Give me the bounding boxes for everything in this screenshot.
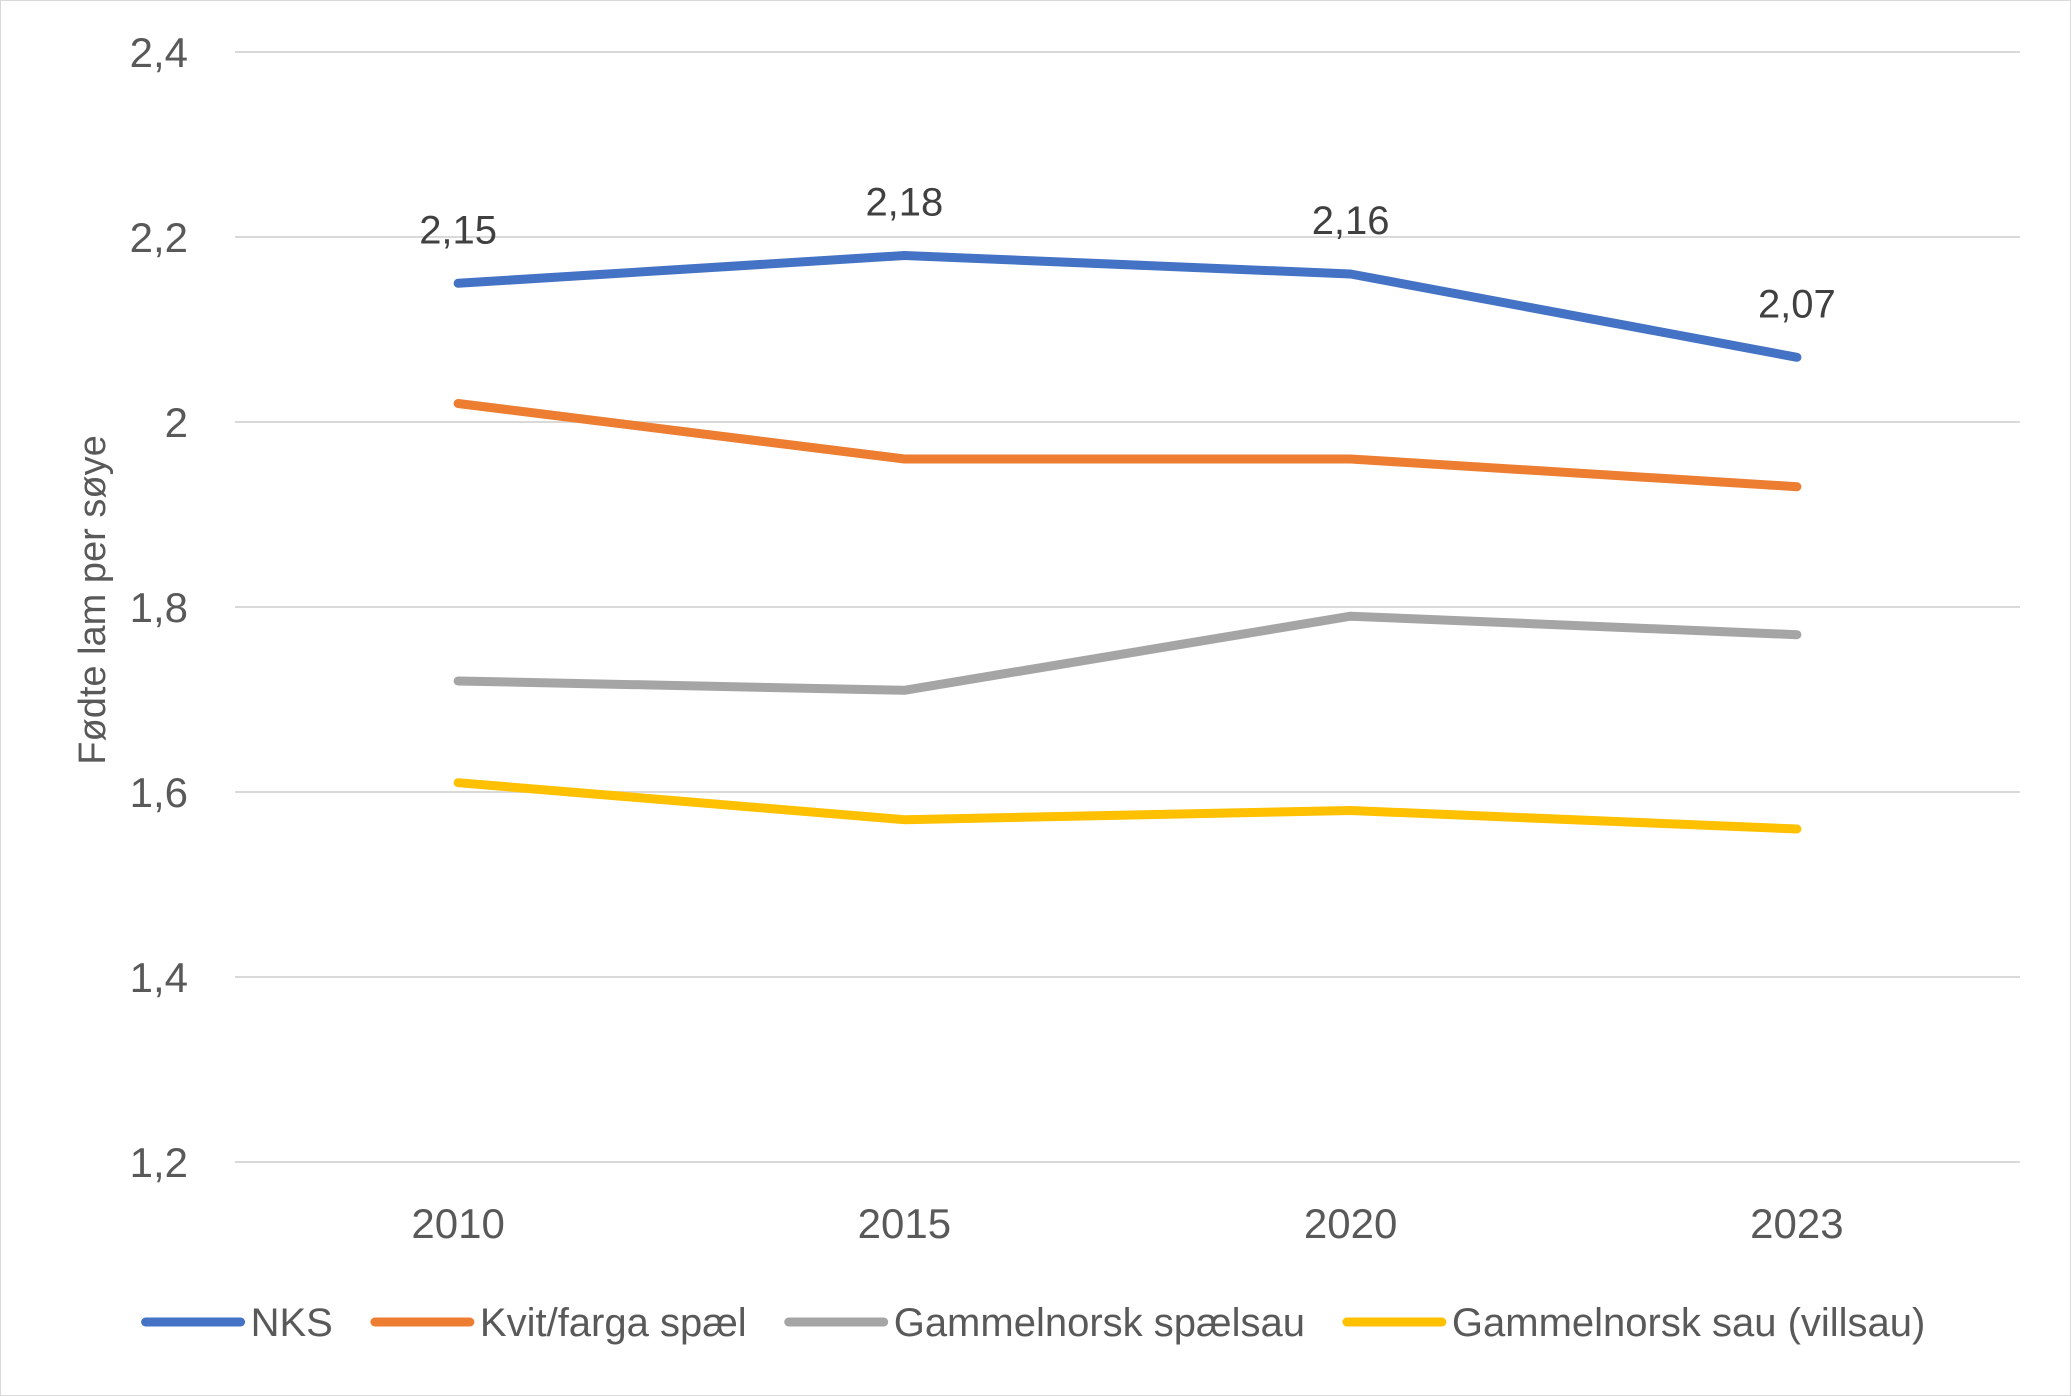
series-line-1	[453, 399, 1802, 492]
y-tick-label: 2,4	[130, 29, 188, 76]
data-labels: 2,15 2,18 2,16 2,07	[419, 181, 1836, 327]
legend-label: NKS	[251, 1301, 333, 1345]
legend-item: NKS	[141, 1301, 333, 1345]
y-tick-label: 1,8	[130, 584, 188, 631]
legend-label: Gammelnorsk spælsau	[894, 1301, 1305, 1345]
legend-label: Gammelnorsk sau (villsau)	[1452, 1301, 1925, 1345]
y-axis-title: Fødte lam per søye	[72, 435, 114, 764]
legend-item: Kvit/farga spæl	[370, 1301, 747, 1345]
series-line-3	[453, 778, 1802, 834]
x-tick-label: 2023	[1750, 1200, 1843, 1247]
y-tick-label: 1,4	[130, 954, 188, 1001]
data-label: 2,07	[1758, 282, 1836, 326]
legend: NKS Kvit/farga spæl Gammelnorsk spælsau Gam…	[141, 1301, 1925, 1345]
series-line-2	[453, 611, 1802, 695]
gridlines	[235, 51, 2020, 1163]
x-tick-label: 2015	[858, 1200, 951, 1247]
y-tick-label: 2	[165, 399, 188, 446]
x-tick-label: 2020	[1304, 1200, 1397, 1247]
y-tick-label: 1,6	[130, 769, 188, 816]
data-label: 2,15	[419, 208, 497, 252]
x-axis-ticks: 2010 2015 2020 2023	[411, 1200, 1843, 1247]
y-axis-ticks: 1,2 1,4 1,6 1,8 2 2,2 2,4	[130, 29, 188, 1186]
x-tick-label: 2010	[411, 1200, 504, 1247]
y-tick-label: 1,2	[130, 1139, 188, 1186]
data-label: 2,18	[865, 181, 943, 225]
series-line-0	[453, 251, 1802, 362]
legend-label: Kvit/farga spæl	[480, 1301, 747, 1345]
legend-item: Gammelnorsk spælsau	[784, 1301, 1305, 1345]
series-lines	[453, 251, 1802, 834]
data-label: 2,16	[1312, 199, 1390, 243]
y-tick-label: 2,2	[130, 214, 188, 261]
legend-item: Gammelnorsk sau (villsau)	[1342, 1301, 1925, 1345]
